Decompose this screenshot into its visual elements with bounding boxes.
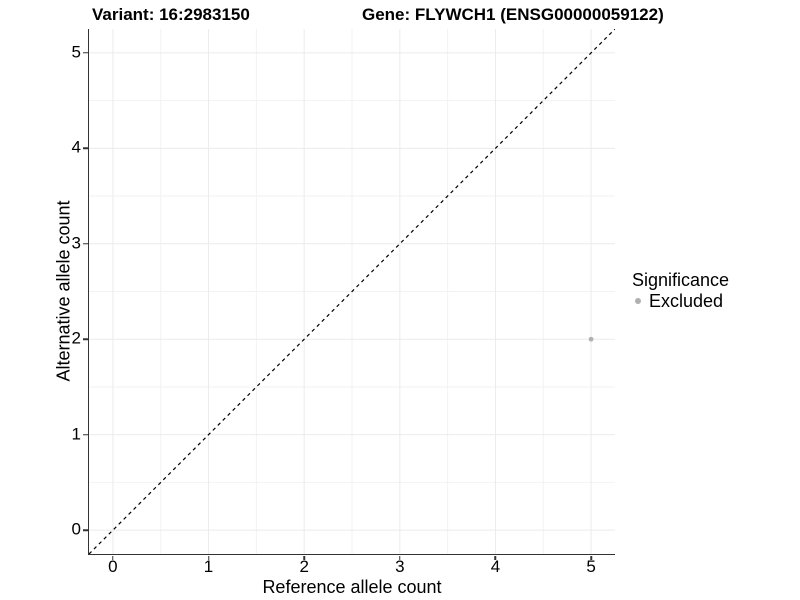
plot-title-variant: Variant: 16:2983150 — [92, 5, 250, 24]
plot-area — [88, 29, 615, 554]
plot-panel — [87, 29, 615, 555]
x-tick-mark — [112, 555, 114, 560]
x-tick-mark — [303, 555, 305, 560]
legend: Significance Excluded — [630, 270, 729, 311]
x-axis-title: Reference allele count — [262, 577, 442, 597]
y-tick-label: 5 — [71, 42, 81, 62]
x-tick-label: 4 — [490, 557, 501, 576]
legend-item-label: Excluded — [649, 290, 724, 311]
x-tick-label: 5 — [586, 557, 596, 576]
x-tick-mark — [207, 555, 210, 560]
x-tick-mark — [399, 555, 401, 560]
y-tick-label: 0 — [71, 519, 81, 539]
legend-point-icon — [635, 298, 641, 304]
x-tick-label: 0 — [108, 557, 118, 576]
y-tick-label: 1 — [71, 424, 81, 444]
x-tick-label: 2 — [299, 557, 309, 576]
plot-title-gene: Gene: FLYWCH1 (ENSG00000059122) — [362, 5, 664, 24]
y-axis-title: Alternative allele count — [53, 200, 74, 382]
x-tick-mark — [494, 555, 497, 560]
x-tick-label: 1 — [203, 557, 214, 576]
legend-title: Significance — [632, 270, 730, 290]
legend-item-excluded: Excluded — [630, 291, 729, 311]
identity-line — [88, 29, 615, 554]
data-point — [588, 336, 593, 342]
x-tick-mark — [590, 555, 592, 560]
y-tick-label: 4 — [71, 137, 81, 157]
x-tick-label: 3 — [395, 557, 405, 576]
